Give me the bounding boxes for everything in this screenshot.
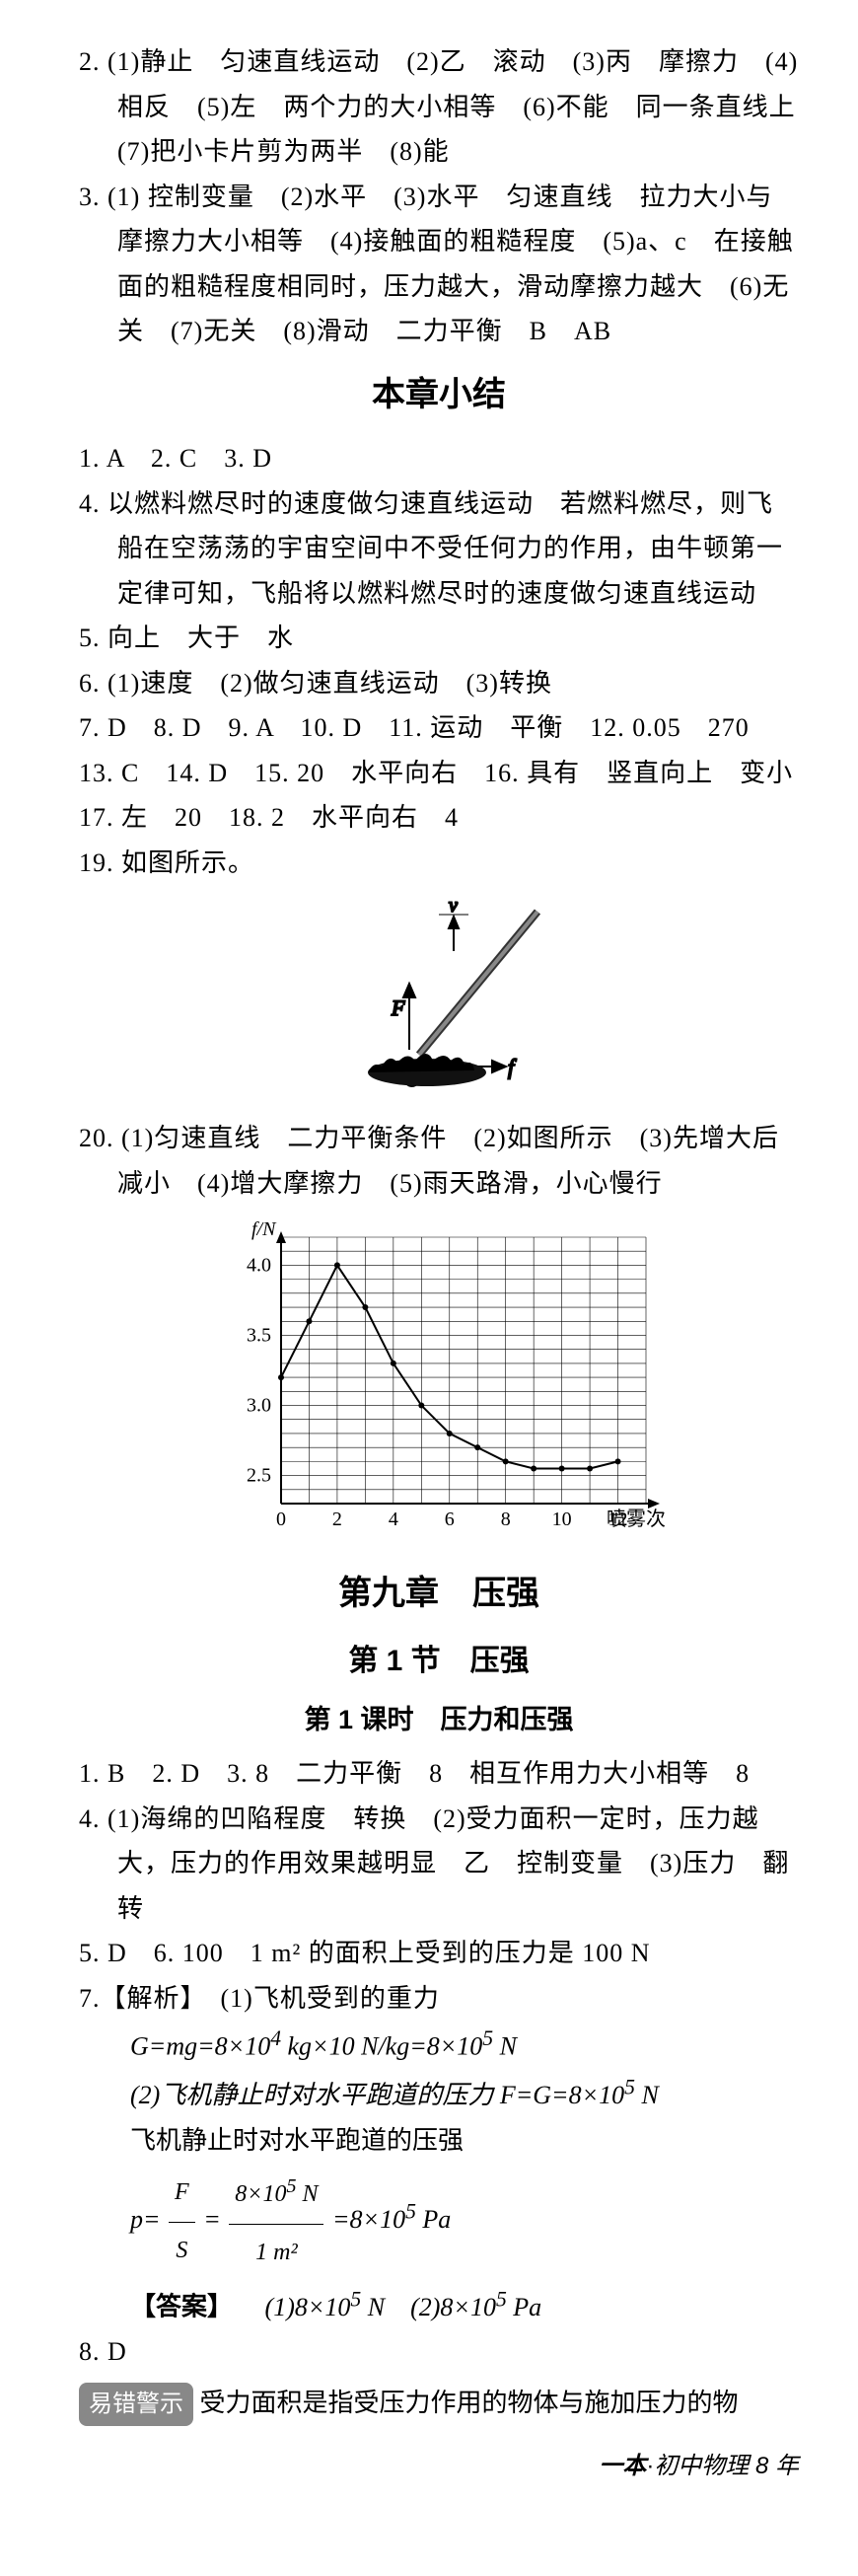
footer: 一本·初中物理 8 年 (79, 2446, 799, 2487)
warning-tag: 易错警示 (79, 2383, 193, 2426)
p7-g-eq: G=mg=8×104 kg×10 N/kg=8×105 N (79, 2021, 799, 2069)
svg-text:F: F (391, 995, 405, 1020)
svg-text:6: 6 (445, 1509, 455, 1530)
s17: 17. 左 20 18. 2 水平向右 4 (79, 795, 799, 841)
warning-line: 易错警示 受力面积是指受压力作用的物体与施加压力的物 (79, 2381, 799, 2426)
svg-text:4: 4 (389, 1509, 398, 1530)
t: p= (130, 2205, 161, 2234)
t: (2)飞机静止时对水平跑道的压力 F=G=8×10 (130, 2081, 624, 2109)
t: F (169, 2165, 195, 2223)
figure-grinder: v F f O (79, 897, 799, 1104)
s1: 1. A 2. C 3. D (79, 436, 799, 481)
warning-text: 受力面积是指受压力作用的物体与施加压力的物 (200, 2389, 739, 2417)
svg-text:8: 8 (501, 1509, 511, 1530)
svg-text:f/N: f/N (251, 1218, 277, 1240)
answer-label: 【答案】 (130, 2293, 233, 2321)
svg-text:3.0: 3.0 (247, 1395, 271, 1417)
t: N (635, 2081, 659, 2109)
svg-text:2.5: 2.5 (247, 1465, 271, 1487)
s19: 19. 如图所示。 (79, 841, 799, 886)
p8: 8. D (79, 2329, 799, 2375)
svg-text:0: 0 (276, 1509, 286, 1530)
s4: 4. 以燃料燃尽时的速度做匀速直线运动 若燃料燃尽，则飞船在空荡荡的宇宙空间中不… (79, 481, 799, 617)
p7-p-eq: p= FS = 8×105 N1 m² =8×105 Pa (79, 2163, 799, 2281)
svg-text:2: 2 (332, 1509, 342, 1530)
t: 4 (270, 2026, 281, 2050)
s20: 20. (1)匀速直线 二力平衡条件 (2)如图所示 (3)先增大后减小 (4)… (79, 1116, 799, 1206)
svg-text:3.5: 3.5 (247, 1324, 271, 1346)
p1: 1. B 2. D 3. 8 二力平衡 8 相互作用力大小相等 8 (79, 1751, 799, 1797)
p5: 5. D 6. 100 1 m² 的面积上受到的压力是 100 N (79, 1931, 799, 1976)
q3: 3. (1) 控制变量 (2)水平 (3)水平 匀速直线 拉力大小与摩擦力大小相… (79, 175, 799, 354)
t: 1 m² (229, 2225, 323, 2282)
chart-friction: 0246810122.53.03.54.0f/N喷雾次数 (79, 1217, 799, 1553)
heading-sec1: 第 1 节 压强 (79, 1636, 799, 1688)
svg-text:f: f (508, 1055, 517, 1079)
svg-text:喷雾次数: 喷雾次数 (607, 1508, 666, 1530)
s6: 6. (1)速度 (2)做匀速直线运动 (3)转换 (79, 661, 799, 706)
t: 5 (624, 2075, 635, 2098)
t: Pa (416, 2205, 451, 2234)
s7: 7. D 8. D 9. A 10. D 11. 运动 平衡 12. 0.05 … (79, 705, 799, 751)
q2: 2. (1)静止 匀速直线运动 (2)乙 滚动 (3)丙 摩擦力 (4)相反 (… (79, 39, 799, 175)
heading-summary: 本章小结 (79, 366, 799, 425)
svg-text:10: 10 (552, 1509, 572, 1530)
p7-line2: (2)飞机静止时对水平跑道的压力 F=G=8×105 N (79, 2069, 799, 2117)
t: 5 (482, 2026, 493, 2050)
p7-line3: 飞机静止时对水平跑道的压强 (79, 2118, 799, 2164)
t: G=mg=8×10 (130, 2032, 270, 2061)
s13: 13. C 14. D 15. 20 水平向右 16. 具有 竖直向上 变小 (79, 751, 799, 796)
p7-head: 7.【解析】 (1)飞机受到的重力 (79, 1976, 799, 2022)
t: kg×10 N/kg=8×10 (281, 2032, 482, 2061)
t: =8×10 (332, 2205, 405, 2234)
t: 5 (405, 2199, 416, 2223)
p7-answer: 【答案】 (1)8×105 N (2)8×105 Pa (79, 2281, 799, 2329)
p4: 4. (1)海绵的凹陷程度 转换 (2)受力面积一定时，压力越大，压力的作用效果… (79, 1797, 799, 1932)
frac-num: 8×105 N (229, 2163, 323, 2225)
svg-text:v: v (449, 897, 458, 917)
heading-period1: 第 1 课时 压力和压强 (79, 1697, 799, 1743)
heading-ch9: 第九章 压强 (79, 1565, 799, 1624)
t: S (169, 2223, 195, 2280)
t: N (493, 2032, 517, 2061)
svg-text:4.0: 4.0 (247, 1254, 271, 1276)
s5: 5. 向上 大于 水 (79, 616, 799, 661)
